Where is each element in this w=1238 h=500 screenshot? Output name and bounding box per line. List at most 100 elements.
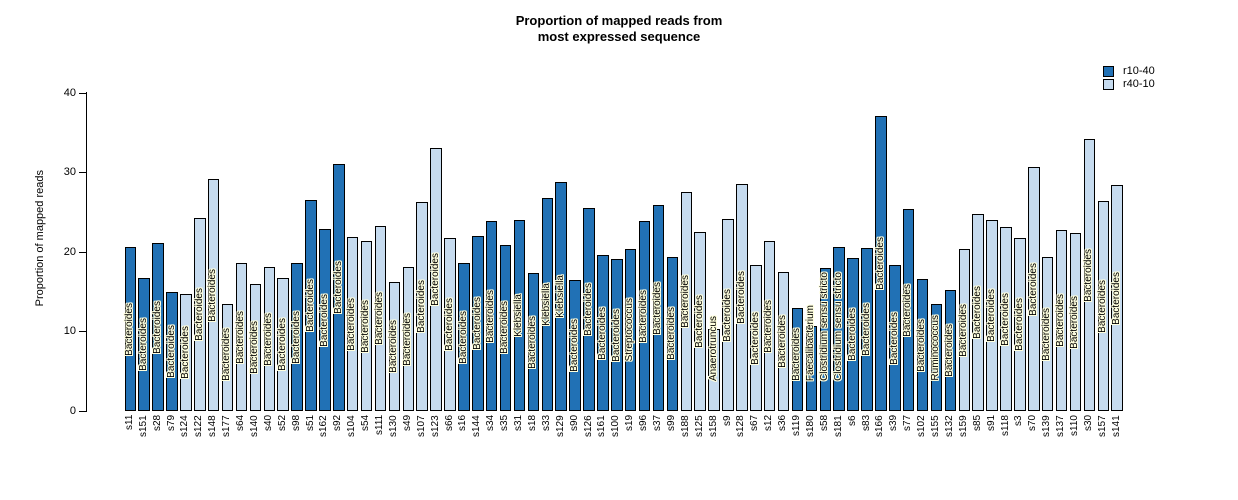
x-tick-label-s83: s83 xyxy=(860,415,872,432)
chart-title: Proportion of mapped reads from most exp… xyxy=(0,13,1238,45)
bar-genus-label-s181: Clostridium sensu stricto xyxy=(832,272,844,381)
x-tick-label-s36: s36 xyxy=(777,415,789,432)
y-tick-30 xyxy=(79,172,87,174)
bar-genus-label-s39: Bacteroides xyxy=(888,311,900,365)
x-tick-label-s151: s151 xyxy=(137,415,149,437)
bar-s66 xyxy=(444,238,456,411)
bar-s49 xyxy=(402,266,415,411)
x-tick-label-s139: s139 xyxy=(1041,415,1053,437)
y-tick-label-30: 30 xyxy=(63,166,76,179)
x-tick-label-s129: s129 xyxy=(554,415,566,437)
bar-genus-label-s102: Bacteroides xyxy=(916,318,928,372)
bar-genus-label-s125: Bacteroides xyxy=(693,295,705,348)
y-tick-0 xyxy=(79,411,87,412)
bar-s67 xyxy=(750,265,762,411)
bar-genus-label-s162: Bacteroides xyxy=(318,293,330,347)
x-tick-label-s98: s98 xyxy=(290,415,302,432)
bar-s40 xyxy=(263,266,276,411)
bar-genus-label-s11: Bacteroides xyxy=(124,302,135,356)
x-tick-label-s79: s79 xyxy=(165,415,177,432)
bar-s35 xyxy=(499,244,512,411)
bar-s92 xyxy=(333,164,345,411)
bar-s119 xyxy=(791,308,804,411)
bar-genus-label-s64: Bacteroides xyxy=(235,310,247,364)
bar-genus-label-s12: Bacteroides xyxy=(763,299,775,353)
x-tick-label-s125: s125 xyxy=(693,415,705,437)
bar-genus-label-s34: Bacteroides xyxy=(485,289,497,343)
y-tick-label-10: 10 xyxy=(63,325,76,338)
bar-genus-label-s111: Bacteroides xyxy=(374,292,386,346)
bar-s188 xyxy=(680,192,693,411)
bar-s110 xyxy=(1069,233,1082,411)
legend-entry-r10-40: r10-40 xyxy=(1103,65,1155,78)
bar-s144 xyxy=(472,235,484,411)
bar-s70 xyxy=(1028,167,1040,411)
bar-s30 xyxy=(1083,139,1096,411)
bar-genus-label-s91: Bacteroides xyxy=(985,289,997,342)
bar-genus-label-s96: Bacteroides xyxy=(638,289,650,343)
x-tick-label-s119: s119 xyxy=(791,415,802,436)
bar-s162 xyxy=(319,228,331,411)
bar-genus-label-s119: Bacteroides xyxy=(791,328,803,381)
x-tick-label-s3: s3 xyxy=(1013,415,1025,426)
bar-genus-label-s36: Bacteroides xyxy=(777,315,789,369)
bar-s18 xyxy=(527,273,540,411)
y-axis-line xyxy=(86,92,87,411)
bar-genus-label-s161: Bacteroides xyxy=(596,306,608,360)
bar-s99 xyxy=(666,256,679,411)
bar-genus-label-s35: Bacteroides xyxy=(499,301,511,355)
x-tick-label-s35: s35 xyxy=(499,415,511,432)
bar-genus-label-s66: Bacteroides xyxy=(443,298,455,352)
bar-s104 xyxy=(346,236,359,411)
bar-s107 xyxy=(416,202,428,411)
bar-s58 xyxy=(819,268,832,411)
x-tick-label-s90: s90 xyxy=(568,415,580,432)
bar-s132 xyxy=(944,289,957,411)
x-tick-label-s148: s148 xyxy=(207,415,219,437)
bar-s128 xyxy=(736,184,748,411)
x-tick-label-s66: s66 xyxy=(443,415,455,432)
bar-s85 xyxy=(972,213,984,411)
bar-s118 xyxy=(1000,227,1012,411)
bar-s125 xyxy=(694,231,706,411)
x-tick-label-s111: s111 xyxy=(374,415,385,436)
bar-s33 xyxy=(541,198,554,411)
bar-s90 xyxy=(569,279,581,411)
x-tick-label-s9: s9 xyxy=(721,415,733,426)
bar-genus-label-s132: Bacteroides xyxy=(944,324,956,377)
bar-genus-label-s90: Bacteroides xyxy=(568,319,580,372)
bar-genus-label-s40: Bacteroides xyxy=(263,312,274,366)
bar-genus-label-s30: Bacteroides xyxy=(1083,248,1095,302)
x-tick-label-s34: s34 xyxy=(485,415,497,432)
x-tick-label-s99: s99 xyxy=(665,415,677,432)
bar-genus-label-s98: Bacteroides xyxy=(290,310,302,364)
x-tick-label-s31: s31 xyxy=(513,415,524,432)
bar-genus-label-s54: Bacteroides xyxy=(360,299,372,353)
legend-entry-r40-10: r40-10 xyxy=(1103,78,1155,91)
x-tick-label-s118: s118 xyxy=(999,415,1011,436)
x-tick-label-s110: s110 xyxy=(1069,415,1080,436)
bar-s123 xyxy=(430,148,442,411)
x-tick-label-s128: s128 xyxy=(735,415,747,437)
x-tick-label-s92: s92 xyxy=(332,415,344,432)
bar-genus-label-s107: Bacteroides xyxy=(415,280,427,334)
bar-s11 xyxy=(124,246,137,411)
bar-s124 xyxy=(180,293,192,411)
x-tick-label-s124: s124 xyxy=(179,415,191,437)
bar-genus-label-s137: Bacteroides xyxy=(1055,294,1067,348)
bar-genus-label-s100: Bacteroides xyxy=(610,308,622,362)
bar-genus-label-s9: Bacteroides xyxy=(721,288,733,342)
bar-genus-label-s33: Klebsiella xyxy=(541,283,552,327)
bar-s79 xyxy=(166,291,178,411)
bar-genus-label-s37: Bacteroides xyxy=(652,281,664,335)
x-tick-label-s28: s28 xyxy=(151,415,163,432)
bar-genus-label-s129: Klebsiella xyxy=(554,275,566,319)
x-tick-label-s37: s37 xyxy=(652,415,663,432)
bar-genus-label-s122: Bacteroides xyxy=(193,287,205,341)
x-tick-label-s91: s91 xyxy=(985,415,997,432)
bar-genus-label-s18: Bacteroides xyxy=(527,315,539,369)
bar-s100 xyxy=(611,258,623,411)
x-tick-label-s188: s188 xyxy=(679,415,691,437)
bar-genus-label-s155: Ruminococcus xyxy=(930,315,942,381)
